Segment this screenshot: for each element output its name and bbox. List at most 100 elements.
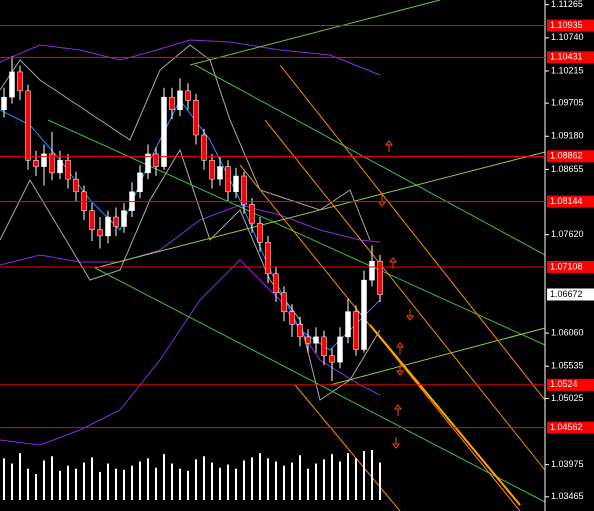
arrow-up [385, 140, 393, 152]
level-label-box [547, 378, 594, 391]
candle-body [73, 178, 79, 193]
candle-body [297, 324, 303, 338]
lower-band [0, 259, 381, 446]
candle-body [41, 153, 47, 167]
candle-body [281, 292, 287, 312]
level-label-box [547, 421, 594, 434]
current-price-label: 1.06672 [550, 289, 583, 299]
inner-band-lower [0, 148, 381, 401]
candle-body [113, 216, 119, 227]
candle-body [193, 100, 199, 136]
upper-band [0, 39, 381, 76]
trend-line [329, 327, 546, 386]
candle-body [233, 175, 239, 193]
arrow-up [389, 257, 397, 269]
candle-body [97, 229, 103, 237]
signal-arrows [378, 140, 414, 449]
y-tick-label: 1.03975 [551, 459, 584, 469]
level-label: 1.08862 [550, 151, 583, 161]
level-label-box [547, 51, 594, 64]
candle-body [169, 96, 175, 111]
candle-body [33, 159, 39, 167]
candle-body [321, 336, 327, 357]
candle-body [305, 336, 311, 344]
fork-line [264, 119, 546, 471]
current-price-box [547, 288, 594, 301]
y-tick-label: 1.05535 [551, 361, 584, 371]
candle-body [153, 153, 159, 167]
trend-line [94, 151, 546, 269]
y-tick-label: 1.09180 [551, 131, 584, 141]
candle-body [25, 90, 31, 161]
arrow-up [394, 404, 402, 416]
candle-body [57, 159, 63, 174]
candle-body [217, 166, 223, 180]
y-tick-label: 1.09705 [551, 98, 584, 108]
candle-body [377, 260, 383, 295]
candle-body [273, 273, 279, 293]
y-tick-label: 1.06060 [551, 327, 584, 337]
candle-body [177, 90, 183, 111]
candle-body [313, 336, 319, 344]
candle-body [209, 159, 215, 180]
candle-body [289, 311, 295, 325]
candle-body [65, 159, 71, 180]
inner-band-upper [0, 44, 371, 241]
y-tick-label: 1.10215 [551, 65, 584, 75]
candle-body [49, 153, 55, 174]
level-label-box [547, 260, 594, 273]
candle-body [337, 336, 343, 363]
candle-body [105, 216, 111, 237]
arrow-up [396, 342, 404, 354]
y-tick-label: 1.07620 [551, 229, 584, 239]
candle-body [265, 242, 271, 275]
trend-line [189, 0, 441, 66]
fork-line [294, 384, 401, 511]
candle-body [345, 311, 351, 338]
candle-body [137, 172, 143, 193]
candle-body [185, 90, 191, 101]
level-label: 1.0524 [550, 379, 578, 389]
arrow-down [392, 437, 400, 449]
level-label-box [547, 195, 594, 208]
y-tick-label: 1.05025 [551, 393, 584, 403]
candle-body [121, 210, 127, 227]
candle-body [1, 96, 7, 111]
level-label: 1.07108 [550, 261, 583, 271]
candle-body [353, 311, 359, 350]
level-label: 1.10431 [550, 52, 583, 62]
y-tick-label: 1.11265 [551, 0, 583, 9]
trend-line [194, 64, 546, 256]
level-label: 1.08144 [550, 196, 583, 206]
level-label-box [547, 19, 594, 32]
candle-body [145, 153, 151, 174]
candle-body [17, 71, 23, 92]
middle-band [0, 204, 381, 266]
trend-line [47, 119, 546, 346]
candle-body [201, 134, 207, 161]
level-label: 1.10935 [550, 20, 583, 30]
price-axis [545, 0, 594, 511]
candle-body [225, 166, 231, 193]
fork-line [279, 64, 546, 401]
fork-median [369, 324, 521, 506]
candle-body [249, 204, 255, 224]
y-tick-label: 1.10740 [551, 32, 584, 42]
candle-body [9, 71, 15, 98]
y-tick-label: 1.08655 [551, 164, 584, 174]
candle-body [369, 260, 375, 281]
candle-body [361, 279, 367, 350]
candle-body [257, 223, 263, 243]
arrow-down [396, 364, 404, 376]
y-tick-label: 1.03465 [551, 491, 584, 501]
level-label-box [547, 150, 594, 163]
candle-body [89, 210, 95, 230]
level-label: 1.04562 [550, 422, 583, 432]
arrow-down [406, 309, 414, 321]
candle-body [329, 355, 335, 363]
candle-body [161, 96, 167, 167]
candle-body [241, 175, 247, 205]
